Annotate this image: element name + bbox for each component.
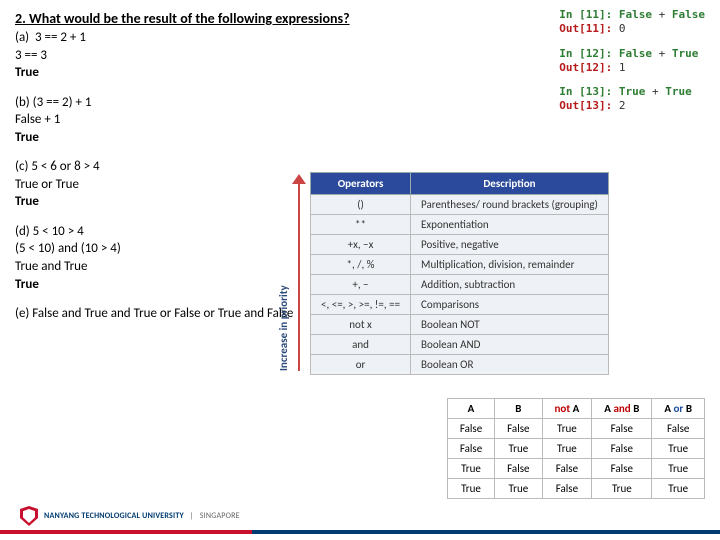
truth-table-region: ABnot AA and BA or B FalseFalseTrueFalse… [447,398,705,499]
truth-cell: True [652,439,705,459]
ops-cell: Comparisons [411,295,609,315]
ops-cell: ** [311,215,411,235]
ops-cell: Addition, subtraction [411,275,609,295]
truth-header: A or B [652,399,705,419]
truth-cell: False [592,439,652,459]
table-row: <, <=, >, >=, !=, ==Comparisons [311,295,609,315]
table-row: ()Parentheses/ round brackets (grouping) [311,195,609,215]
ops-cell: () [311,195,411,215]
ops-cell: Boolean AND [411,335,609,355]
ops-cell: and [311,335,411,355]
truth-cell: False [495,459,542,479]
truth-table: ABnot AA and BA or B FalseFalseTrueFalse… [447,398,705,499]
truth-cell: True [652,459,705,479]
ops-header-description: Description [411,173,609,195]
truth-header: A and B [592,399,652,419]
table-row: orBoolean OR [311,355,609,375]
truth-header: not A [542,399,592,419]
operators-table: Operators Description ()Parentheses/ rou… [310,172,609,375]
priority-arrow [292,172,306,375]
truth-cell: True [592,479,652,499]
truth-cell: True [652,479,705,499]
truth-cell: True [542,439,592,459]
ops-cell: Multiplication, division, remainder [411,255,609,275]
code-cell: In [13]: True + TrueOut[13]: 2 [559,85,705,114]
part-line: True [15,129,705,147]
truth-cell: False [592,459,652,479]
ops-cell: <, <=, >, >=, !=, == [311,295,411,315]
ops-cell: Parentheses/ round brackets (grouping) [411,195,609,215]
truth-cell: False [447,439,494,459]
table-row: FalseFalseTrueFalseFalse [447,419,704,439]
truth-cell: False [447,419,494,439]
table-row: TrueTrueFalseTrueTrue [447,479,704,499]
truth-header: B [495,399,542,419]
ops-cell: +x, −x [311,235,411,255]
truth-cell: True [495,479,542,499]
truth-cell: False [495,419,542,439]
ops-cell: *, /, % [311,255,411,275]
table-row: +, −Addition, subtraction [311,275,609,295]
footer-accent-bar [0,530,720,534]
truth-cell: True [447,459,494,479]
truth-cell: True [447,479,494,499]
code-cells-panel: In [11]: False + FalseOut[11]: 0 In [12]:… [559,8,705,124]
ops-cell: Positive, negative [411,235,609,255]
table-row: TrueFalseFalseFalseTrue [447,459,704,479]
table-row: andBoolean AND [311,335,609,355]
operators-table-region: Increase in priority Operators Descripti… [275,172,609,375]
truth-cell: False [652,419,705,439]
truth-cell: False [542,479,592,499]
table-row: *, /, %Multiplication, division, remaind… [311,255,609,275]
truth-cell: False [592,419,652,439]
ops-header-operators: Operators [311,173,411,195]
ops-cell: Boolean OR [411,355,609,375]
truth-cell: False [542,459,592,479]
ops-cell: or [311,355,411,375]
footer: NANYANG TECHNOLOGICAL UNIVERSITY | SINGA… [0,510,720,540]
table-row: not xBoolean NOT [311,315,609,335]
code-cell: In [12]: False + TrueOut[12]: 1 [559,47,705,76]
truth-cell: True [542,419,592,439]
ops-cell: Exponentiation [411,215,609,235]
table-row: FalseTrueTrueFalseTrue [447,439,704,459]
truth-header: A [447,399,494,419]
ops-cell: not x [311,315,411,335]
truth-cell: True [495,439,542,459]
university-name: NANYANG TECHNOLOGICAL UNIVERSITY | SINGA… [44,511,240,521]
ops-cell: Boolean NOT [411,315,609,335]
shield-icon [20,506,38,526]
university-logo: NANYANG TECHNOLOGICAL UNIVERSITY | SINGA… [20,506,240,526]
ops-cell: +, − [311,275,411,295]
code-cell: In [11]: False + FalseOut[11]: 0 [559,8,705,37]
priority-axis-label: Increase in priority [275,172,292,375]
table-row: **Exponentiation [311,215,609,235]
table-row: +x, −xPositive, negative [311,235,609,255]
